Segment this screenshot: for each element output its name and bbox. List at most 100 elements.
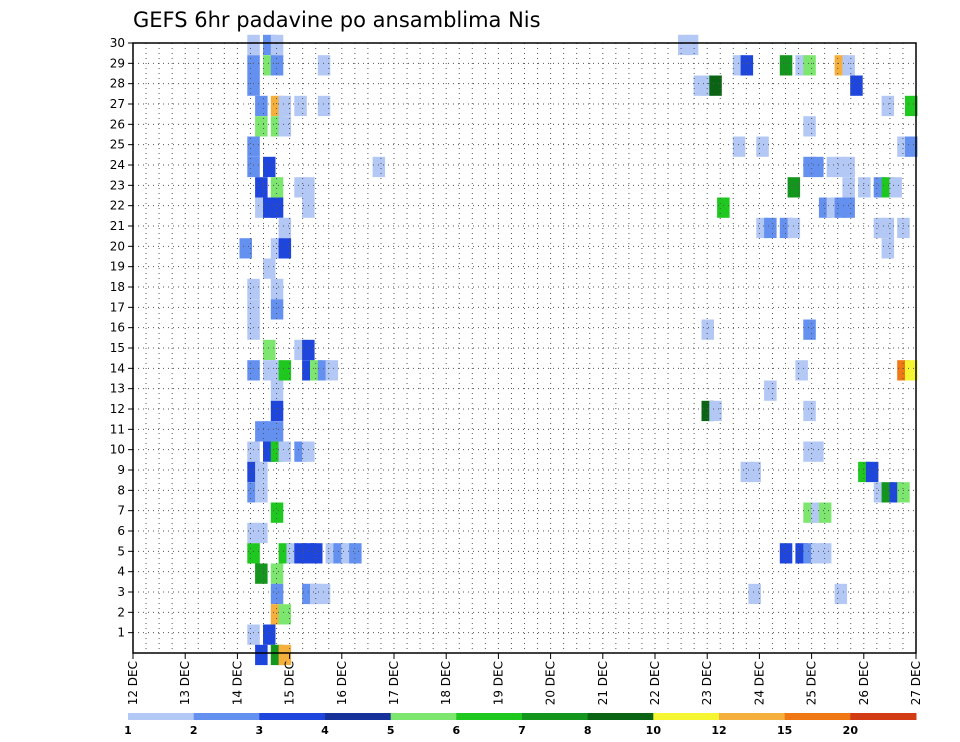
colorbar-segment [850,713,917,720]
x-tick-label: 13 DEC [178,661,192,705]
colorbar-segment [719,713,786,720]
y-tick-label: 16 [110,321,125,335]
x-tick-label: 21 DEC [596,661,610,705]
heatmap-cell [247,319,260,340]
heatmap-cell [278,95,292,117]
heatmap-cell [247,156,260,178]
y-tick-label: 14 [110,361,125,375]
heatmap-cell [732,136,746,157]
colorbar-label: 6 [453,724,461,737]
heatmap-cell [270,421,284,442]
heatmap-cell [905,360,918,381]
heatmap-cell [263,156,276,178]
heatmap-cell [239,238,252,259]
y-tick-label: 22 [110,199,125,213]
heatmap-cell [740,55,754,76]
y-tick-label: 2 [117,605,125,619]
x-tick-label: 25 DEC [805,661,819,705]
x-tick-label: 15 DEC [283,661,297,705]
heatmap-cell [787,217,801,239]
colorbar-label: 2 [190,724,198,737]
chart-title: GEFS 6hr padavine po ansamblima Nis [133,8,541,32]
heatmap-cell [787,177,801,198]
x-axis-ticks: 12 DEC 13 DEC 14 DEC 15 DEC 16 DEC 17 DEC 18 D… [126,653,923,705]
y-tick-label: 8 [117,483,125,497]
x-tick-label: 18 DEC [439,661,453,705]
x-tick-label: 12 DEC [126,661,140,705]
y-tick-label: 1 [117,626,125,640]
colorbar-label: 12 [711,724,726,737]
heatmap-cell [779,543,793,564]
y-tick-label: 28 [110,77,125,91]
heatmap-cell [803,319,816,340]
heatmap-cell [795,360,808,381]
colorbar-segment [390,713,457,720]
heatmap-cell [717,197,730,218]
heatmap-cell [842,177,855,198]
heatmap-cell [865,461,879,483]
x-tick-label: 26 DEC [857,661,871,705]
heatmap-cell [255,563,268,584]
heatmap-cell [302,441,315,462]
heatmap-cell [278,217,292,239]
y-tick-label: 24 [110,158,125,172]
heatmap-cells [239,34,918,666]
colorbar-label: 5 [387,724,395,737]
heatmap-cell [834,583,848,605]
y-tick-label: 29 [110,56,125,70]
heatmap-cell [685,34,699,56]
heatmap-cell [270,502,284,523]
x-tick-label: 22 DEC [648,661,662,705]
heatmap-cell [255,95,268,117]
y-tick-label: 19 [110,260,125,274]
heatmap-cell [881,217,895,239]
x-tick-label: 17 DEC [387,661,401,705]
heatmap-cell [317,55,331,76]
colorbar-segment [587,713,654,720]
heatmap-cell [255,482,268,503]
heatmap-cell [247,543,260,564]
y-tick-label: 30 [110,36,125,50]
heatmap-cell [270,197,284,218]
heatmap-cell [247,34,260,56]
heatmap-cell [255,177,268,198]
heatmap-cell [897,482,910,503]
heatmap-cell [764,380,777,401]
heatmap-cell [811,156,824,178]
y-tick-label: 20 [110,239,125,253]
colorbar-label: 20 [843,724,859,737]
heatmap-cell [881,95,895,117]
heatmap-cell [325,360,339,381]
heatmap-cell [270,177,284,198]
heatmap-cell [881,238,895,259]
y-tick-label: 5 [117,544,125,558]
y-tick-label: 13 [110,382,125,396]
grid-lines [132,43,917,653]
heatmap-cell [756,136,769,157]
colorbar-label: 1 [124,724,132,737]
y-tick-label: 11 [110,422,125,436]
heatmap-cell [905,136,918,157]
heatmap-cell [247,136,260,157]
heatmap-cell [842,55,855,76]
colorbar-segment [784,713,851,720]
heatmap-cell [897,217,910,239]
heatmap-cell [278,604,292,625]
heatmap-cell [247,299,260,320]
colorbar-segment [128,713,195,720]
heatmap-cell [764,217,777,239]
y-tick-label: 15 [110,341,125,355]
x-tick-label: 20 DEC [544,661,558,705]
heatmap-cell [263,624,276,645]
heatmap-cell [818,502,832,523]
heatmap-cell [803,116,816,137]
x-tick-label: 14 DEC [230,661,244,705]
heatmap-cell [263,339,276,361]
y-tick-label: 18 [110,280,125,294]
heatmap-cell [317,583,331,605]
heatmap-cell [858,177,871,198]
y-tick-label: 25 [110,138,125,152]
colorbar: 1 2 3 4 5 6 7 8 10 12 15 20 [124,713,917,737]
heatmap-cell [748,461,761,483]
heatmap-cell [255,461,268,483]
